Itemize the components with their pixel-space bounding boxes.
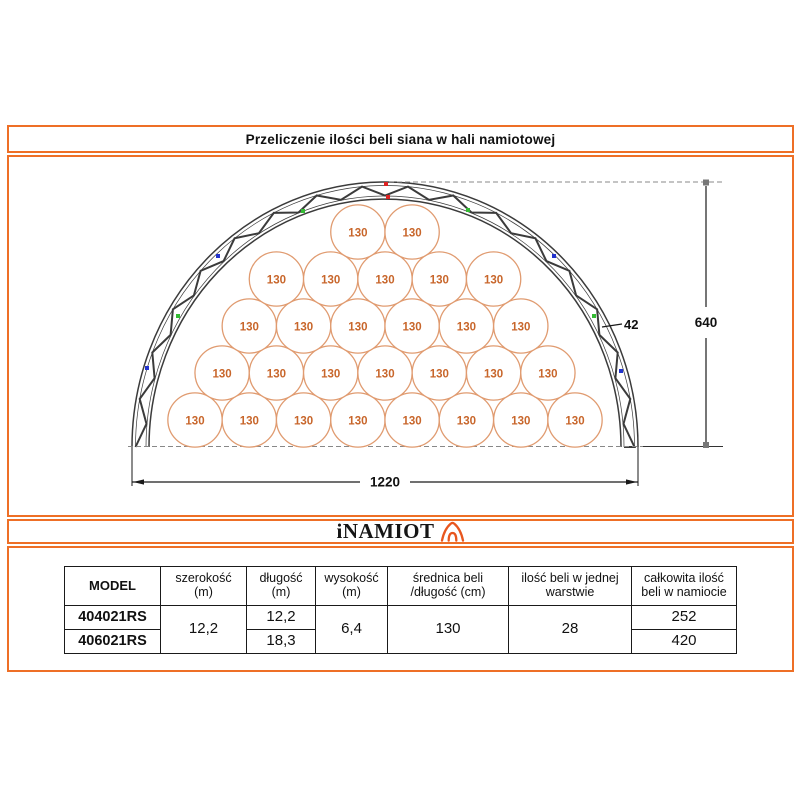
bale-diameter-label: 130 bbox=[430, 369, 449, 381]
brand-name: iNAMIOT bbox=[336, 519, 435, 543]
spec-table: MODEL szerokość (m) długość (m) wysokość… bbox=[64, 566, 737, 654]
bale-diameter-label: 130 bbox=[538, 369, 557, 381]
bale-diameter-label: 130 bbox=[403, 416, 422, 428]
srednica-cell: 130 bbox=[387, 605, 509, 654]
title-bar: Przeliczenie ilości beli siana w hali na… bbox=[7, 125, 794, 153]
bale-diameter-label: 130 bbox=[348, 322, 367, 334]
bale-diameter-label: 130 bbox=[375, 275, 394, 287]
bale-diameter-label: 130 bbox=[403, 228, 422, 240]
height-dimension: 640 bbox=[695, 179, 718, 448]
bale-diameter-label: 130 bbox=[403, 322, 422, 334]
bale-diameter-label: 130 bbox=[348, 228, 367, 240]
bale-diameter-label: 130 bbox=[511, 416, 530, 428]
col-header-srednica: średnica beli /długość (cm) bbox=[387, 566, 509, 606]
bale-diameter-label: 130 bbox=[213, 369, 232, 381]
width-dim-arrow-right bbox=[626, 479, 637, 485]
truss-connector-markers bbox=[145, 182, 623, 373]
bale-diameter-label: 130 bbox=[430, 275, 449, 287]
calkowita-cell: 252 bbox=[631, 605, 737, 630]
green-connector-marker bbox=[301, 209, 305, 213]
bale-circle bbox=[492, 298, 549, 354]
blue-connector-marker bbox=[145, 366, 149, 370]
truss-inner-chord bbox=[148, 198, 622, 448]
calkowita-cell: 420 bbox=[631, 629, 737, 654]
bale-diameter-label: 130 bbox=[185, 416, 204, 428]
bale-diameter-label: 130 bbox=[457, 416, 476, 428]
truss-depth-label: 42 bbox=[624, 317, 638, 332]
width-dimension: 1220 bbox=[131, 447, 639, 490]
bale-diameter-label: 130 bbox=[457, 322, 476, 334]
col-header-ilosc-warstwa: ilość beli w jednej warstwie bbox=[508, 566, 632, 606]
model-cell: 406021RS bbox=[64, 629, 161, 654]
bale-diameter-label: 130 bbox=[240, 416, 259, 428]
bale-diameter-label: 130 bbox=[321, 275, 340, 287]
width-dim-arrow-left bbox=[133, 479, 144, 485]
bale-circle bbox=[465, 251, 522, 307]
hay-bales: 130 130 130 130 130 130 130 130 130 130 130 130 130 1… bbox=[167, 204, 603, 448]
bale-circle bbox=[547, 392, 603, 448]
bale-diameter-label: 130 bbox=[294, 416, 313, 428]
green-connector-marker bbox=[592, 314, 596, 318]
height-dim-label: 640 bbox=[695, 315, 718, 330]
bale-diameter-label: 130 bbox=[240, 322, 259, 334]
bale-diameter-label: 130 bbox=[375, 369, 394, 381]
col-header-model: MODEL bbox=[64, 566, 161, 606]
height-dim-tick-bottom bbox=[703, 442, 709, 448]
ilosc-warstwa-cell: 28 bbox=[508, 605, 632, 654]
dlugosc-cell: 18,3 bbox=[246, 629, 316, 654]
truss-web-zigzag bbox=[134, 185, 637, 448]
dlugosc-cell: 12,2 bbox=[246, 605, 316, 630]
blue-connector-marker bbox=[552, 254, 556, 258]
red-connector-marker bbox=[386, 195, 390, 199]
bale-diameter-label: 130 bbox=[267, 369, 286, 381]
blue-connector-marker bbox=[216, 254, 220, 258]
table-row: 404021RS 12,2 12,2 6,4 130 28 252 bbox=[64, 605, 737, 654]
bale-diameter-label: 130 bbox=[511, 322, 530, 334]
bale-diameter-label: 130 bbox=[294, 322, 313, 334]
green-connector-marker bbox=[176, 314, 180, 318]
szerokosc-cell: 12,2 bbox=[160, 605, 247, 654]
tent-icon bbox=[440, 521, 464, 542]
height-dim-tick-top bbox=[703, 179, 709, 186]
bale-diameter-label: 130 bbox=[267, 275, 286, 287]
width-dim-label: 1220 bbox=[370, 475, 400, 490]
bale-diameter-label: 130 bbox=[348, 416, 367, 428]
red-connector-marker bbox=[384, 182, 388, 186]
truss-depth-callout: 42 bbox=[601, 317, 638, 332]
col-header-calkowita: całkowita ilość beli w namiocie bbox=[631, 566, 737, 606]
wysokosc-cell: 6,4 bbox=[315, 605, 388, 654]
truss-depth-leader bbox=[601, 323, 623, 328]
green-connector-marker bbox=[466, 208, 470, 212]
bale-diameter-label: 130 bbox=[484, 275, 503, 287]
col-header-wysokosc: wysokość (m) bbox=[315, 566, 388, 606]
col-header-szerokosc: szerokość (m) bbox=[160, 566, 247, 606]
blue-connector-marker bbox=[619, 369, 623, 373]
table-row: 406021RS 18,3 420 bbox=[64, 629, 737, 654]
col-header-dlugosc: długość (m) bbox=[246, 566, 316, 606]
bale-diameter-label: 130 bbox=[484, 369, 503, 381]
header-row: MODEL szerokość (m) długość (m) wysokość… bbox=[64, 566, 737, 606]
bale-diameter-label: 130 bbox=[321, 369, 340, 381]
model-cell: 404021RS bbox=[64, 605, 161, 630]
logo-strip: iNAMIOT bbox=[7, 519, 794, 544]
page-title: Przeliczenie ilości beli siana w hali na… bbox=[245, 131, 556, 147]
bale-diameter-label: 130 bbox=[565, 416, 584, 428]
bale-circle bbox=[384, 204, 440, 260]
bale-circle bbox=[520, 345, 576, 401]
